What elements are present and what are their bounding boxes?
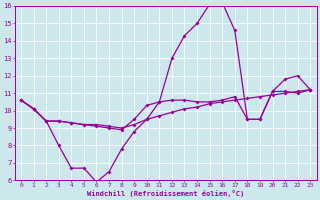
X-axis label: Windchill (Refroidissement éolien,°C): Windchill (Refroidissement éolien,°C) [87,190,244,197]
